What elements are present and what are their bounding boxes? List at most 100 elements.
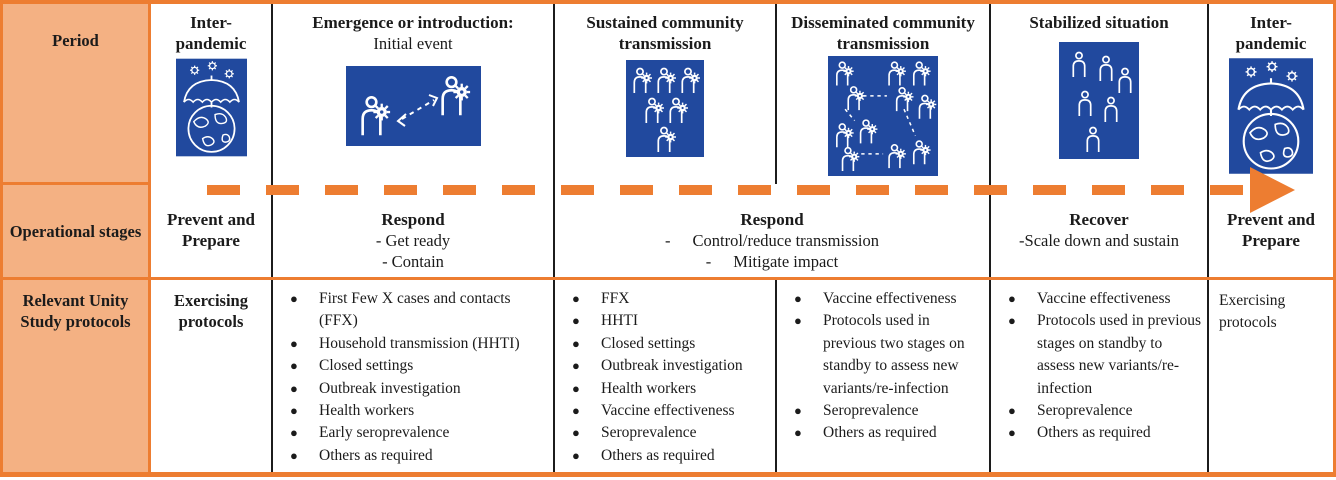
protocol-text: Vaccine effectiveness bbox=[601, 402, 735, 420]
protocol-text: Seroprevalence bbox=[823, 402, 919, 420]
column-divider bbox=[775, 4, 777, 184]
protocol-cell-exercising-2: Exercising protocols bbox=[1209, 280, 1333, 472]
sidebar-stages-label: Operational stages bbox=[9, 222, 142, 241]
protocol-text: Protocols used in previous two stages on… bbox=[823, 312, 965, 397]
infected-people-network-icon bbox=[828, 56, 938, 176]
stage-item: - Contain bbox=[382, 252, 444, 271]
bullet-icon: ● bbox=[572, 380, 580, 396]
protocol-item: ● Early seroprevalence bbox=[273, 422, 553, 444]
protocol-item: ● Household transmission (HHTI) bbox=[273, 333, 553, 355]
bullet-icon: ● bbox=[290, 358, 298, 374]
row-label-sidebar: Period Operational stages Relevant Unity… bbox=[3, 4, 151, 472]
protocol-text: Vaccine effectiveness bbox=[823, 290, 957, 307]
timeline-arrowhead-icon bbox=[1250, 167, 1295, 213]
healthy-people-icon bbox=[1059, 41, 1139, 159]
umbrella-globe-icon bbox=[1229, 58, 1313, 174]
protocol-item: ● Seroprevalence bbox=[555, 422, 775, 444]
stage-item-text: Mitigate impact bbox=[733, 252, 839, 271]
period-cell-interpandemic-2: Inter- pandemic bbox=[1209, 4, 1333, 183]
protocol-item: ● Others as required bbox=[555, 445, 775, 467]
bullet-icon: ● bbox=[572, 335, 580, 351]
protocol-text: Closed settings bbox=[319, 357, 414, 375]
stage-title: Prevent and bbox=[167, 210, 255, 229]
protocol-item: ● Closed settings bbox=[273, 355, 553, 377]
protocol-item: ● Others as required bbox=[991, 422, 1207, 444]
stage-cell-prevent-prepare-2: Prevent and Prepare bbox=[1209, 183, 1333, 277]
protocols-label: Exercising protocols bbox=[1219, 292, 1286, 332]
bullet-icon: ● bbox=[794, 313, 802, 329]
protocol-item: ● HHTI bbox=[555, 310, 775, 332]
period-title: Stabilized situation bbox=[1029, 13, 1169, 32]
stage-cell-respond-main: Respond - Control/reduce transmission - … bbox=[555, 183, 989, 277]
person-to-person-transmission-icon bbox=[345, 66, 481, 146]
bullet-icon: ● bbox=[1008, 425, 1016, 441]
sidebar-divider bbox=[3, 182, 148, 185]
stage-cell-prevent-prepare-1: Prevent and Prepare bbox=[151, 183, 271, 277]
protocol-item: ● Closed settings bbox=[555, 333, 775, 355]
protocol-text: Seroprevalence bbox=[601, 424, 697, 442]
period-cell-interpandemic-1: Inter- pandemic bbox=[151, 4, 271, 183]
bullet-icon: ● bbox=[572, 291, 580, 306]
protocol-item: ● Health workers bbox=[555, 378, 775, 400]
umbrella-globe-icon bbox=[175, 58, 247, 157]
protocol-cell-stabilized: ● Vaccine effectiveness ● Protocols used i… bbox=[991, 280, 1207, 472]
protocol-text: HHTI bbox=[601, 312, 639, 330]
stage-item: - Get ready bbox=[375, 231, 451, 250]
period-title: Sustained community bbox=[586, 13, 744, 32]
protocol-text: Protocols used in previous stages on sta… bbox=[1037, 312, 1202, 397]
dash: - bbox=[705, 252, 712, 271]
protocol-cell-exercising-1: Exercising protocols bbox=[151, 280, 271, 472]
protocol-text: First Few X cases and contacts (FFX) bbox=[319, 290, 511, 330]
period-title: transmission bbox=[836, 33, 930, 53]
period-title: pandemic bbox=[175, 33, 247, 53]
protocol-item: ● Others as required bbox=[273, 445, 553, 467]
sidebar-period-label: Period bbox=[52, 31, 99, 50]
period-cell-emergence: Emergence or introduction: Initial event bbox=[273, 4, 553, 183]
bullet-icon: ● bbox=[1008, 291, 1016, 306]
protocol-item: ● Vaccine effectiveness bbox=[991, 288, 1207, 310]
period-title: Emergence or introduction: bbox=[312, 13, 514, 32]
period-cell-sustained: Sustained community transmission bbox=[555, 4, 775, 183]
protocol-text: Health workers bbox=[319, 402, 415, 420]
frame-top bbox=[0, 0, 1336, 4]
stage-item-text: Control/reduce transmission bbox=[692, 231, 879, 250]
protocol-text: Seroprevalence bbox=[1037, 402, 1133, 420]
protocol-text: FFX bbox=[601, 290, 630, 307]
stage-item: - Mitigate impact bbox=[555, 251, 989, 272]
stage-title: Respond bbox=[740, 210, 804, 229]
bullet-icon: ● bbox=[794, 403, 802, 419]
bullet-icon: ● bbox=[572, 358, 580, 374]
protocol-item: ● Health workers bbox=[273, 400, 553, 422]
protocol-cell-sustained: ● FFX ● HHTI ● Closed settings ● Outbreak in… bbox=[555, 280, 775, 472]
bullet-icon: ● bbox=[794, 291, 802, 306]
period-title: Inter- bbox=[190, 13, 232, 32]
dash: - bbox=[664, 231, 671, 250]
infected-people-cluster-icon bbox=[626, 60, 704, 157]
bullet-icon: ● bbox=[1008, 403, 1016, 419]
bullet-icon: ● bbox=[290, 380, 298, 396]
column-divider bbox=[775, 280, 777, 472]
sidebar-protocols-label: Relevant Unity Study protocols bbox=[20, 291, 131, 331]
frame-left bbox=[0, 0, 3, 477]
protocol-item: ● Seroprevalence bbox=[777, 400, 989, 422]
protocol-text: Others as required bbox=[601, 446, 715, 464]
stage-item: -Scale down and sustain bbox=[1019, 231, 1179, 250]
protocol-text: Outbreak investigation bbox=[601, 357, 743, 375]
bullet-icon: ● bbox=[572, 313, 580, 329]
column-divider bbox=[271, 4, 273, 472]
column-divider bbox=[1207, 4, 1209, 472]
column-divider bbox=[989, 4, 991, 472]
protocol-text: Early seroprevalence bbox=[319, 424, 450, 442]
protocol-item: ● First Few X cases and contacts (FFX) bbox=[273, 288, 553, 333]
protocol-text: Others as required bbox=[823, 424, 937, 442]
bullet-icon: ● bbox=[290, 447, 298, 463]
protocol-item: ● Protocols used in previous two stages o… bbox=[777, 310, 989, 400]
bullet-icon: ● bbox=[572, 447, 580, 463]
period-title: transmission bbox=[618, 33, 712, 53]
period-cell-disseminated: Disseminated community transmission bbox=[777, 4, 989, 183]
protocol-item: ● Others as required bbox=[777, 422, 989, 444]
stage-cell-respond-early: Respond - Get ready - Contain bbox=[273, 183, 553, 277]
timeline-dashed-arrow bbox=[207, 185, 1253, 195]
protocols-label: protocols bbox=[178, 312, 244, 331]
